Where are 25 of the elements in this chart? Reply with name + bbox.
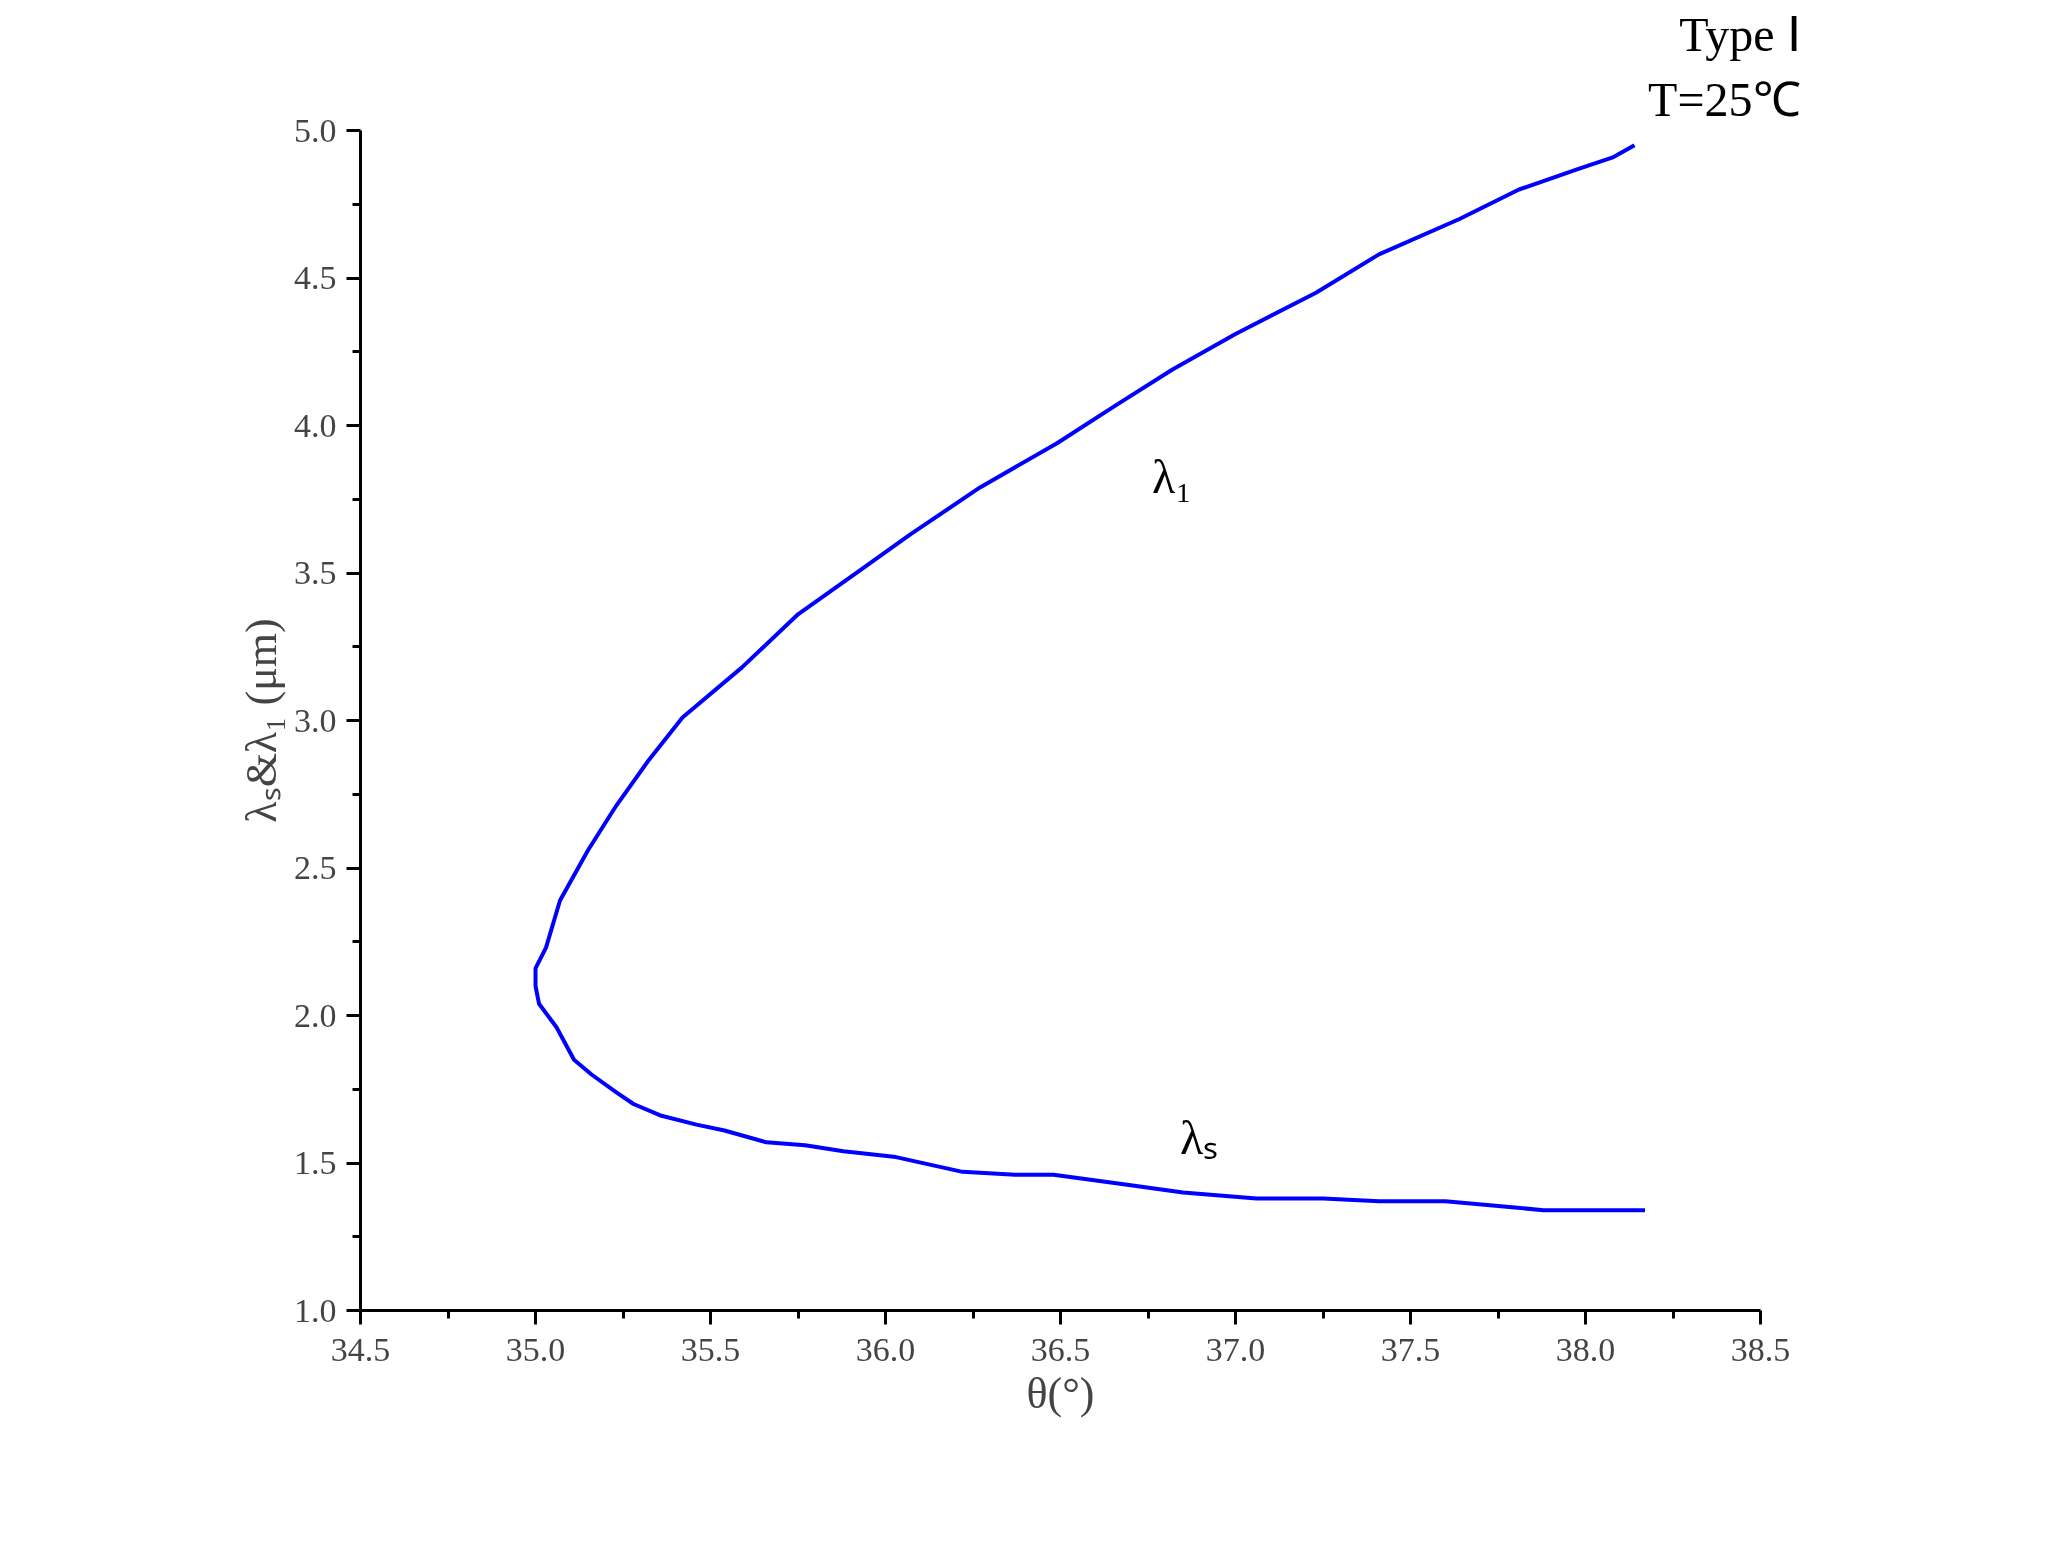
x-tick-label: 35.0 bbox=[505, 1330, 566, 1368]
y-axis-title: λₛ&λ₁ (μm) bbox=[237, 618, 286, 823]
y-tick-label: 5.0 bbox=[294, 111, 337, 149]
y-tick-label: 2.0 bbox=[294, 996, 337, 1034]
y-tick-label: 2.5 bbox=[294, 849, 337, 886]
y-tick-label: 3.5 bbox=[294, 554, 337, 591]
x-tick-label: 37.0 bbox=[1205, 1330, 1266, 1368]
x-tick-label: 34.5 bbox=[330, 1330, 391, 1368]
text: Type Ⅰ bbox=[1679, 7, 1801, 61]
x-tick-label: 36.5 bbox=[1030, 1330, 1091, 1368]
x-tick-label: 36.0 bbox=[855, 1330, 916, 1368]
y-tick-label: 4.0 bbox=[294, 406, 337, 444]
x-tick-label: 38.0 bbox=[1555, 1330, 1616, 1368]
x-tick-label: 37.5 bbox=[1380, 1330, 1441, 1368]
annotation: λ₁ bbox=[1152, 450, 1193, 504]
y-tick-label: 1.0 bbox=[294, 1291, 337, 1329]
x-tick-label: 38.5 bbox=[1730, 1330, 1791, 1368]
annotation: λₛ bbox=[1180, 1110, 1219, 1164]
y-tick-label: 1.5 bbox=[294, 1144, 337, 1181]
x-tick-label: 35.5 bbox=[680, 1330, 741, 1368]
y-tick-label: 3.0 bbox=[294, 701, 337, 739]
line-series bbox=[533, 143, 1647, 1213]
text: T=25℃ bbox=[1648, 72, 1801, 126]
y-tick-label: 4.5 bbox=[294, 259, 337, 296]
x-axis-title: θ(°) bbox=[1026, 1368, 1095, 1418]
